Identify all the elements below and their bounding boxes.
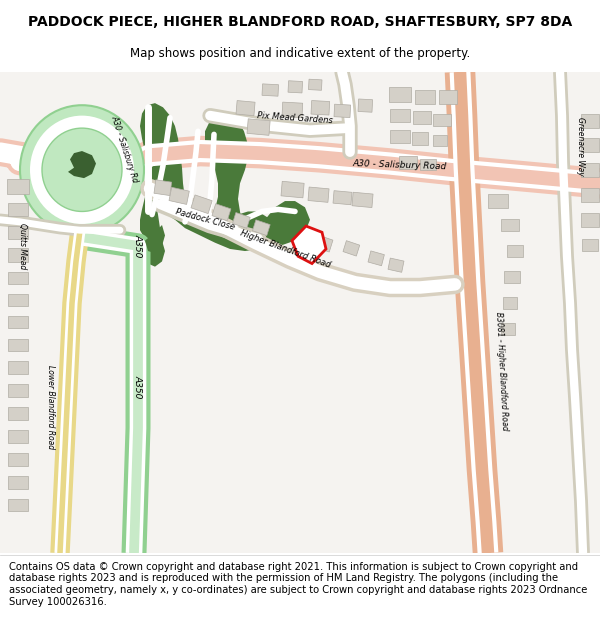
Bar: [581, 163, 599, 176]
Bar: [281, 181, 304, 198]
Text: B3081 - Higher Blandford Road: B3081 - Higher Blandford Road: [494, 311, 509, 431]
Polygon shape: [292, 226, 326, 264]
Bar: [8, 202, 28, 216]
Bar: [439, 90, 457, 104]
Polygon shape: [68, 151, 96, 178]
Bar: [581, 114, 599, 128]
Bar: [358, 99, 373, 112]
Bar: [8, 339, 28, 351]
Bar: [333, 191, 352, 205]
Polygon shape: [145, 225, 165, 253]
Text: Lower Blandford Road: Lower Blandford Road: [46, 365, 55, 449]
Bar: [212, 204, 231, 221]
Bar: [191, 195, 212, 214]
Text: Map shows position and indicative extent of the property.: Map shows position and indicative extent…: [130, 48, 470, 61]
Polygon shape: [140, 103, 310, 251]
Bar: [581, 138, 599, 151]
Bar: [8, 226, 28, 239]
Bar: [288, 81, 302, 93]
Bar: [7, 179, 29, 194]
Text: A350: A350: [133, 234, 143, 258]
Bar: [433, 114, 451, 126]
Bar: [581, 213, 599, 226]
Bar: [8, 272, 28, 284]
Bar: [433, 135, 447, 146]
Bar: [247, 119, 270, 136]
Text: Pix Mead Gardens: Pix Mead Gardens: [257, 111, 333, 125]
Bar: [399, 156, 417, 169]
Bar: [503, 298, 517, 309]
Bar: [389, 88, 411, 102]
Bar: [8, 294, 28, 306]
Bar: [8, 408, 28, 420]
Bar: [390, 109, 410, 122]
Bar: [413, 111, 431, 124]
Bar: [412, 132, 428, 145]
Text: Higher Blandford Road: Higher Blandford Road: [239, 228, 331, 269]
Text: Greenacre Way: Greenacre Way: [575, 118, 584, 176]
Bar: [8, 316, 28, 328]
Bar: [488, 194, 508, 208]
Bar: [233, 213, 250, 228]
Bar: [581, 188, 599, 201]
Bar: [8, 430, 28, 442]
Bar: [352, 192, 373, 208]
Bar: [308, 187, 329, 202]
Bar: [8, 499, 28, 511]
Text: Quitts Mead: Quitts Mead: [17, 222, 26, 269]
Bar: [582, 239, 598, 251]
Polygon shape: [144, 204, 165, 267]
Bar: [388, 258, 404, 272]
Circle shape: [30, 116, 134, 224]
Bar: [507, 245, 523, 258]
Bar: [420, 159, 436, 170]
Bar: [308, 79, 322, 90]
Bar: [236, 101, 255, 116]
Bar: [8, 476, 28, 489]
Bar: [253, 220, 270, 236]
Bar: [154, 180, 172, 196]
Bar: [282, 102, 303, 118]
Bar: [343, 241, 360, 256]
Bar: [334, 104, 350, 118]
Bar: [311, 101, 329, 115]
Bar: [501, 219, 519, 231]
Bar: [501, 324, 515, 335]
Bar: [8, 384, 28, 397]
Bar: [8, 453, 28, 466]
Bar: [8, 361, 28, 374]
Text: A30 - Salisbury Rd: A30 - Salisbury Rd: [110, 114, 140, 184]
Bar: [262, 84, 278, 96]
Text: PADDOCK PIECE, HIGHER BLANDFORD ROAD, SHAFTESBURY, SP7 8DA: PADDOCK PIECE, HIGHER BLANDFORD ROAD, SH…: [28, 14, 572, 29]
Text: Paddock Close: Paddock Close: [175, 208, 236, 232]
Bar: [8, 248, 28, 262]
Circle shape: [20, 105, 144, 234]
Bar: [504, 271, 520, 282]
Bar: [314, 235, 333, 252]
Text: Contains OS data © Crown copyright and database right 2021. This information is : Contains OS data © Crown copyright and d…: [9, 562, 587, 606]
Bar: [368, 251, 385, 266]
Text: A350: A350: [133, 375, 143, 398]
Bar: [169, 188, 190, 204]
Bar: [415, 90, 435, 104]
Text: A30 - Salisbury Road: A30 - Salisbury Road: [353, 159, 447, 172]
Circle shape: [42, 128, 122, 211]
Bar: [390, 129, 410, 143]
